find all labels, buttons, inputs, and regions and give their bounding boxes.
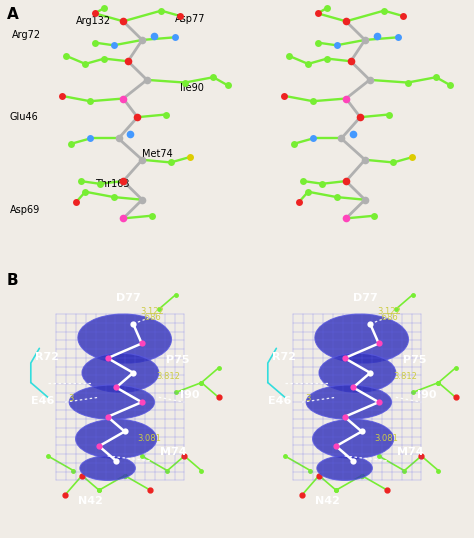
Text: N42: N42 xyxy=(78,497,102,506)
Text: Met74: Met74 xyxy=(142,150,173,159)
Text: P75: P75 xyxy=(166,355,190,365)
Text: 3.122: 3.122 xyxy=(377,307,401,316)
Text: 3: 3 xyxy=(68,394,74,402)
Ellipse shape xyxy=(313,419,393,458)
Text: A: A xyxy=(7,6,19,22)
Ellipse shape xyxy=(75,419,156,458)
Text: I90: I90 xyxy=(180,391,200,400)
Ellipse shape xyxy=(78,314,172,363)
Text: .686: .686 xyxy=(379,314,398,322)
Text: D77: D77 xyxy=(353,293,377,302)
Text: 3.081: 3.081 xyxy=(137,434,161,443)
Ellipse shape xyxy=(82,353,159,392)
Text: R72: R72 xyxy=(36,352,59,362)
Text: Asp69: Asp69 xyxy=(9,206,40,215)
Text: I90: I90 xyxy=(417,391,437,400)
Ellipse shape xyxy=(69,385,155,419)
Text: 3: 3 xyxy=(305,394,311,402)
Text: Arg72: Arg72 xyxy=(12,30,41,40)
Text: B: B xyxy=(7,273,19,288)
Text: .686: .686 xyxy=(142,314,161,322)
Text: Ile90: Ile90 xyxy=(180,83,204,93)
Text: M74: M74 xyxy=(160,448,186,457)
Text: 3.122: 3.122 xyxy=(140,307,164,316)
Text: D77: D77 xyxy=(116,293,140,302)
Text: Asp77: Asp77 xyxy=(175,13,206,24)
Text: Glu46: Glu46 xyxy=(9,112,38,122)
Text: E46: E46 xyxy=(268,396,292,406)
Text: N42: N42 xyxy=(315,497,339,506)
Text: P75: P75 xyxy=(403,355,427,365)
Text: 3.081: 3.081 xyxy=(374,434,398,443)
Ellipse shape xyxy=(80,456,136,480)
Text: R72: R72 xyxy=(273,352,296,362)
Text: 3.812: 3.812 xyxy=(393,372,417,381)
Ellipse shape xyxy=(319,353,396,392)
Text: Arg132: Arg132 xyxy=(76,16,111,26)
Text: Thr163: Thr163 xyxy=(95,179,129,189)
Ellipse shape xyxy=(317,456,373,480)
Text: 3.812: 3.812 xyxy=(156,372,180,381)
Text: M74: M74 xyxy=(397,448,423,457)
Ellipse shape xyxy=(315,314,409,363)
Text: E46: E46 xyxy=(31,396,55,406)
Ellipse shape xyxy=(306,385,392,419)
